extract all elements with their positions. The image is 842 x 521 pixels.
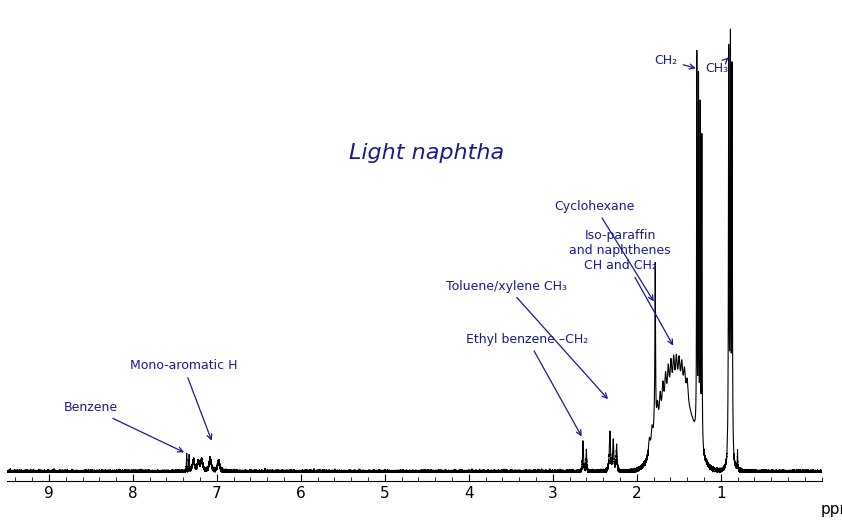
Text: Mono-aromatic H: Mono-aromatic H bbox=[130, 359, 237, 439]
Text: Toluene/xylene CH₃: Toluene/xylene CH₃ bbox=[446, 280, 607, 398]
Text: CH₃: CH₃ bbox=[705, 58, 728, 76]
Text: Cyclohexane: Cyclohexane bbox=[555, 200, 653, 300]
Text: Light naphtha: Light naphtha bbox=[349, 143, 504, 163]
Text: Benzene: Benzene bbox=[64, 401, 183, 452]
Text: CH₂: CH₂ bbox=[654, 54, 695, 69]
Text: Ethyl benzene –CH₂: Ethyl benzene –CH₂ bbox=[466, 333, 589, 435]
Text: Iso-paraffin
and naphthenes
CH and CH₂: Iso-paraffin and naphthenes CH and CH₂ bbox=[569, 229, 673, 344]
X-axis label: ppm: ppm bbox=[821, 502, 842, 517]
